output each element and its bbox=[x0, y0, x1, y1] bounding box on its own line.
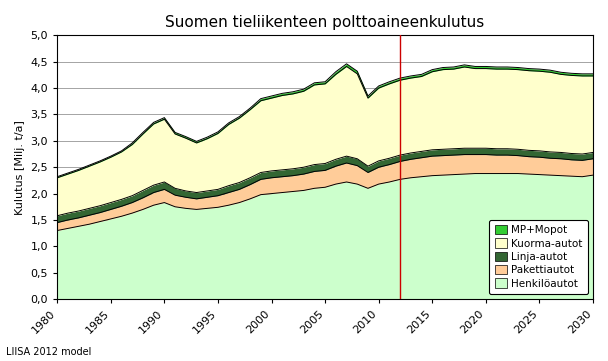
Y-axis label: Kulutus [Milj. t/a]: Kulutus [Milj. t/a] bbox=[15, 120, 25, 215]
Legend: MP+Mopot, Kuorma-autot, Linja-autot, Pakettiautot, Henkilöautot: MP+Mopot, Kuorma-autot, Linja-autot, Pak… bbox=[489, 220, 588, 294]
Title: Suomen tieliikenteen polttoaineenkulutus: Suomen tieliikenteen polttoaineenkulutus bbox=[165, 15, 485, 30]
Text: LIISA 2012 model: LIISA 2012 model bbox=[6, 347, 91, 357]
